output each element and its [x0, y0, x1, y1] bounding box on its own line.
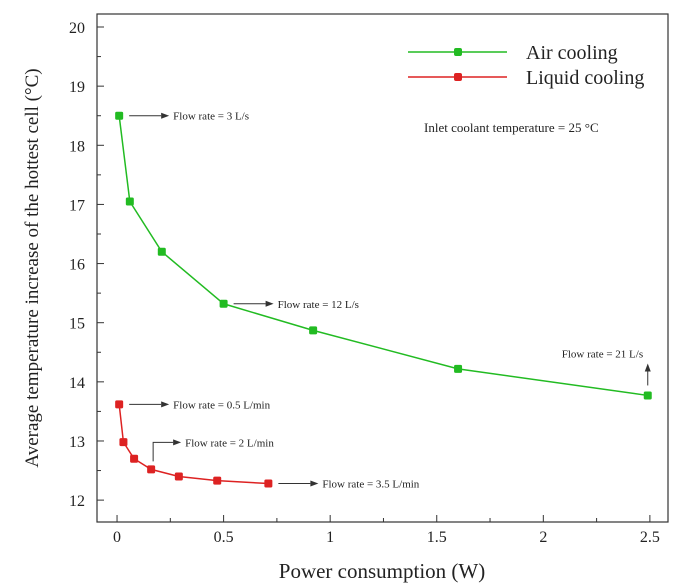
inlet-temperature-note: Inlet coolant temperature = 25 °C	[424, 120, 599, 135]
y-tick-label: 14	[69, 375, 85, 392]
data-point-air	[643, 391, 652, 400]
annotation-arrowhead	[161, 112, 170, 119]
annotation-arrowhead	[161, 401, 170, 408]
data-point-air	[157, 247, 166, 256]
y-tick-label: 17	[69, 197, 85, 214]
legend-label-liquid: Liquid cooling	[526, 67, 644, 89]
annotation-label: Flow rate = 3 L/s	[173, 111, 249, 123]
y-tick-label: 20	[69, 20, 85, 37]
y-tick-label: 16	[69, 257, 85, 274]
x-tick-label: 0	[113, 529, 121, 546]
annotation-label: Flow rate = 21 L/s	[562, 348, 643, 360]
legend-marker-liquid	[454, 73, 462, 81]
data-point-liquid	[119, 438, 128, 447]
annotation-arrowhead	[310, 480, 319, 487]
x-axis-label: Power consumption (W)	[279, 559, 485, 583]
annotation-arrowhead	[644, 363, 651, 372]
y-tick-label: 12	[69, 493, 85, 510]
annotation-arrowhead	[265, 300, 274, 307]
annotation-label: Flow rate = 3.5 L/min	[322, 479, 419, 491]
y-tick-label: 15	[69, 316, 85, 333]
data-point-air	[219, 299, 228, 308]
x-tick-label: 2.5	[640, 529, 660, 546]
data-point-liquid	[130, 454, 139, 463]
y-tick-label: 18	[69, 138, 85, 155]
data-point-air	[454, 364, 463, 373]
x-tick-label: 2	[539, 529, 547, 546]
x-tick-label: 1	[326, 529, 334, 546]
plot-frame	[96, 13, 669, 523]
data-point-liquid	[115, 400, 124, 409]
annotation-label: Flow rate = 12 L/s	[278, 299, 359, 311]
data-point-air	[125, 197, 134, 206]
legend-marker-air	[454, 48, 462, 56]
legend-label-air: Air cooling	[526, 42, 618, 64]
y-axis-label: Average temperature increase of the hott…	[22, 68, 43, 467]
annotation-label: Flow rate = 0.5 L/min	[173, 399, 270, 411]
legend: Air cooling Liquid cooling	[408, 42, 644, 89]
data-point-liquid	[147, 465, 156, 474]
annotation-arrowhead	[173, 439, 182, 446]
data-point-liquid	[213, 476, 222, 485]
y-tick-label: 13	[69, 434, 85, 451]
x-tick-label: 0.5	[214, 529, 234, 546]
data-point-air	[309, 326, 318, 335]
annotation-label: Flow rate = 2 L/min	[185, 437, 274, 449]
data-point-liquid	[264, 479, 273, 488]
annotation-arrow	[152, 441, 174, 462]
x-tick-label: 1.5	[427, 529, 447, 546]
y-tick-label: 19	[69, 79, 85, 96]
data-point-liquid	[174, 472, 183, 481]
data-point-air	[115, 111, 124, 120]
